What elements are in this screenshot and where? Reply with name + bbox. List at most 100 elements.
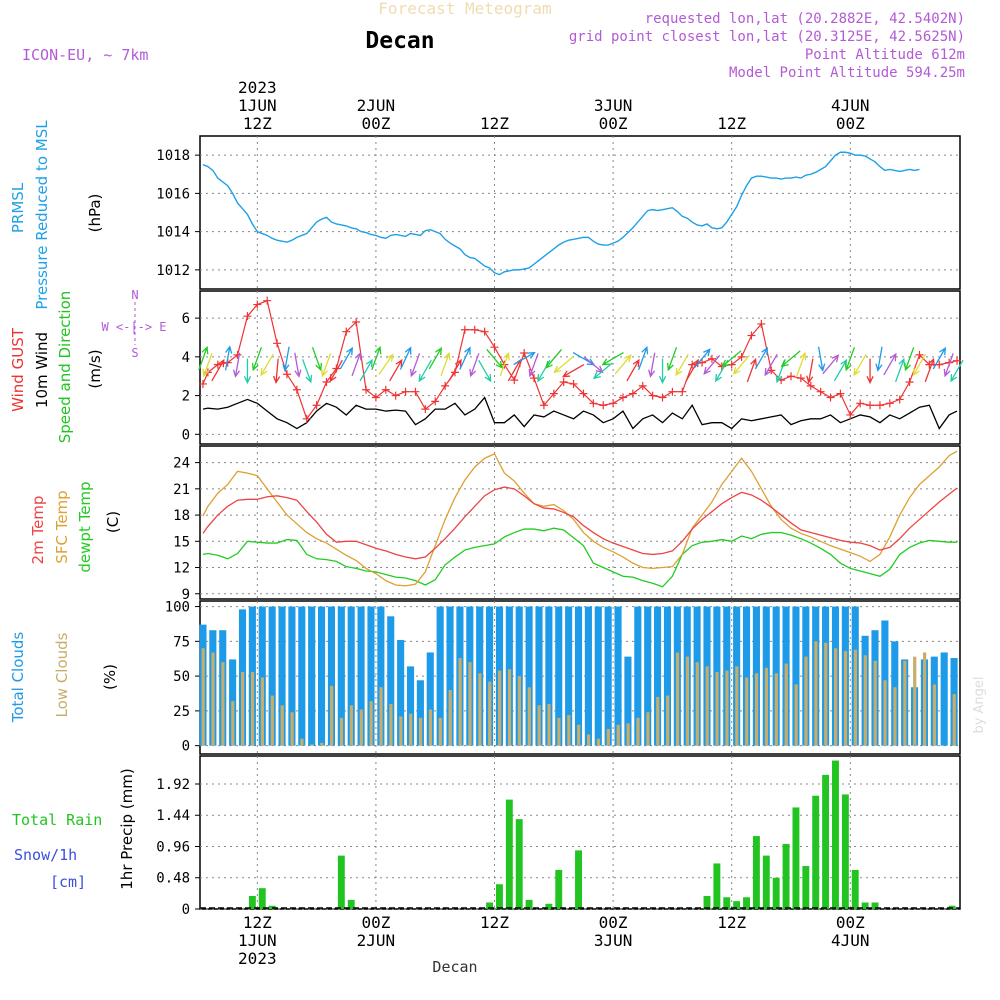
y-tick-label: 2 [182,389,190,405]
gust-marker [480,327,489,336]
precip-bar [762,855,770,909]
wind10-line [202,396,958,430]
low-cloud-bar [211,652,215,746]
low-cloud-bar [389,703,393,746]
total-cloud-bar [347,606,355,746]
low-cloud-bar [270,695,274,746]
low-cloud-bar [705,666,709,746]
gust-marker [836,389,845,398]
wind-direction-arrow [224,345,233,371]
total-cloud-bar [535,606,543,746]
precip-bar [248,895,256,909]
low-cloud-bar [873,660,877,746]
gust-marker [806,381,815,390]
precip-bar [871,902,879,909]
low-cloud-bar [843,651,848,746]
total-cloud-bar [594,606,602,746]
wind-direction-arrow [378,353,394,375]
wind-direction-arrow [260,353,274,377]
y-tick-label: 100 [165,600,190,616]
low-cloud-bar [616,724,620,746]
gust-marker [599,401,608,410]
wind-direction-arrow [311,347,323,372]
low-cloud-bar [606,728,610,746]
gust-marker [895,395,904,404]
wind-direction-arrow [545,348,563,369]
total-cloud-bar [525,606,533,746]
total-cloud-bar [416,680,424,746]
wind-direction-arrow [329,359,343,383]
low-cloud-bar [725,670,729,746]
top-axis-label: 12Z [717,114,746,133]
gust-marker [292,385,301,394]
gust-marker [263,296,272,305]
bottom-axis-label: 3JUN [594,931,633,950]
watermark: by Angel [972,676,987,733]
low-cloud-bar [804,656,808,746]
top-axis-label: 4JUN [831,96,870,115]
gust-marker [953,356,962,365]
y-tick-label: 0 [182,902,190,918]
gust-marker [885,399,894,408]
low-cloud-bar [330,685,334,746]
gust-marker [342,327,351,336]
total-cloud-bar [565,606,573,746]
model-name: ICON-EU, ~ 7km [22,46,148,64]
gust-marker [539,401,548,410]
low-cloud-bar [764,667,769,746]
gust-marker [352,317,361,326]
y-tick-label: 4 [182,350,190,366]
precip-bar [812,795,820,909]
low-cloud-bar [359,709,363,746]
wind-direction-arrow [883,352,897,376]
low-cloud-bar [260,677,265,746]
total-cloud-bar [545,606,553,746]
wind-direction-arrow [732,354,750,375]
low-cloud-bar [557,717,561,746]
low-cloud-bar [586,734,591,746]
wind-direction-arrow [924,357,935,383]
y-tick-label: 15 [173,534,190,550]
y-tick-label: 1016 [156,186,190,202]
wind-direction-arrow [875,346,883,372]
low-cloud-bar [922,652,927,746]
low-cloud-bar [814,641,818,746]
low-cloud-bar [527,687,531,746]
wind-direction-arrow [321,353,332,378]
top-axis-label: 12Z [480,114,509,133]
wind-direction-arrow [866,358,874,385]
gust-marker [915,350,924,359]
low-cloud-bar [250,671,255,746]
wind-direction-arrow [251,347,263,372]
gust-marker [559,378,568,387]
wind-direction-arrow [459,346,471,370]
gust-marker [312,401,321,410]
gust-marker [273,339,282,348]
wind-direction-arrow [359,358,373,382]
wind-direction-arrow [294,352,302,378]
wind-direction-arrow [389,358,403,382]
wind-direction-arrow [440,351,451,377]
bottom-axis-label: 2JUN [357,931,396,950]
pressure-panel: 1012 1014 1016 1018 [156,135,961,290]
low-cloud-bar [636,717,640,746]
wind-direction-arrow [513,351,536,366]
gust-marker [648,391,657,400]
wind-direction-arrow [499,351,510,377]
precip-bar [743,897,750,909]
low-cloud-bar [379,687,383,746]
total-cloud-bar [663,606,672,746]
low-cloud-bar [675,652,680,746]
wind-direction-arrow [833,358,848,382]
wind-direction-arrow [528,353,539,378]
low-cloud-bar [666,695,670,746]
total-cloud-bar [426,652,434,746]
gust-marker [668,387,677,396]
low-cloud-bar [221,662,225,746]
y-tick-label: 0 [182,739,190,755]
gust-marker [490,343,499,352]
gust-marker [826,393,835,402]
bottom-axis-label: 1JUN [238,931,277,950]
low-cloud-bar [498,670,502,746]
